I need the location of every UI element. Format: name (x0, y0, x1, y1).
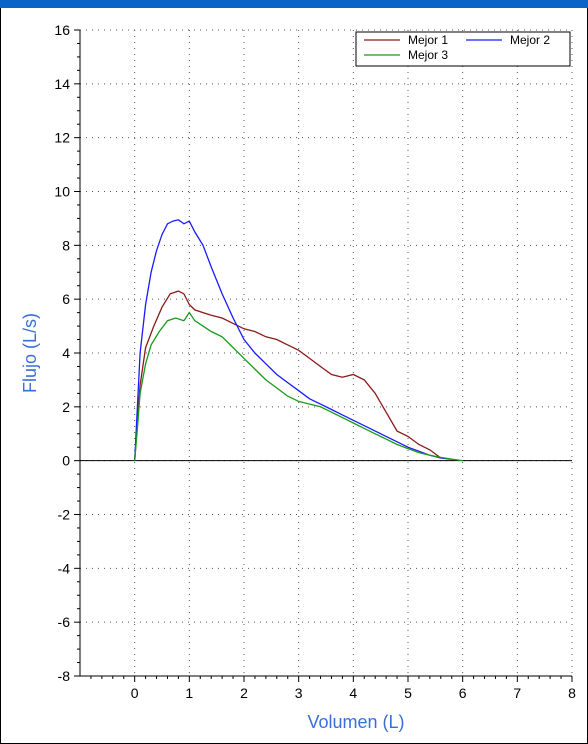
series-line-1 (134, 290, 442, 461)
x-tick-label: 7 (513, 685, 521, 701)
y-tick-label: 12 (54, 130, 70, 146)
x-axis-label: Volumen (L) (307, 712, 404, 732)
y-tick-label: -8 (58, 668, 71, 684)
y-tick-label: 2 (62, 399, 70, 415)
legend: Mejor 1 Mejor 2 Mejor 3 (355, 31, 571, 67)
y-axis-label: Flujo (L/s) (20, 313, 40, 393)
series-line-2 (134, 219, 452, 461)
grid-lines (80, 29, 573, 677)
y-tick-label: -6 (58, 614, 71, 630)
x-tick-label: 4 (349, 685, 357, 701)
x-tick-label: 5 (404, 685, 412, 701)
y-tick-label: 8 (62, 237, 70, 253)
window-title-bar (0, 0, 588, 8)
y-tick-label: 6 (62, 291, 70, 307)
y-tick-label: -4 (58, 560, 71, 576)
legend-label-3: Mejor 3 (408, 48, 448, 62)
x-tick-label: 1 (185, 685, 193, 701)
y-tick-label: 0 (62, 453, 70, 469)
series-line-3 (134, 311, 463, 462)
legend-label-1: Mejor 1 (408, 33, 448, 47)
x-tick-label: 8 (568, 685, 576, 701)
y-tick-label: 4 (62, 345, 70, 361)
x-tick-label: 6 (459, 685, 467, 701)
y-tick-label: 14 (54, 76, 70, 92)
legend-box (355, 31, 571, 67)
y-tick-label: 10 (54, 184, 70, 200)
y-tick-label: 16 (54, 22, 70, 38)
x-tick-label: 3 (295, 685, 303, 701)
legend-label-2: Mejor 2 (510, 33, 550, 47)
y-tick-label: -2 (58, 507, 71, 523)
series-lines (134, 219, 463, 462)
x-tick-label: 2 (240, 685, 248, 701)
x-tick-label: 0 (131, 685, 139, 701)
